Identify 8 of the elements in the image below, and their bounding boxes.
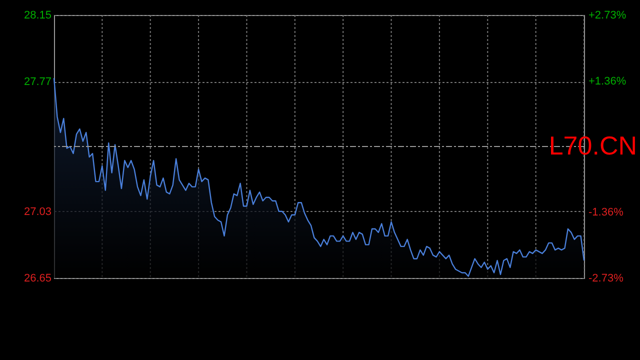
y-tick-label: 26.65 (24, 272, 52, 284)
y2-tick-label: -1.36% (588, 206, 624, 219)
y2-tick-label: -2.73% (588, 272, 624, 284)
y2-tick-label: +2.73% (588, 10, 626, 22)
y-tick-label: 27.03 (24, 206, 52, 218)
y2-tick-label: +1.36% (588, 75, 626, 88)
y-tick-label: 27.77 (24, 76, 52, 88)
y-tick-label: 28.15 (24, 10, 52, 22)
